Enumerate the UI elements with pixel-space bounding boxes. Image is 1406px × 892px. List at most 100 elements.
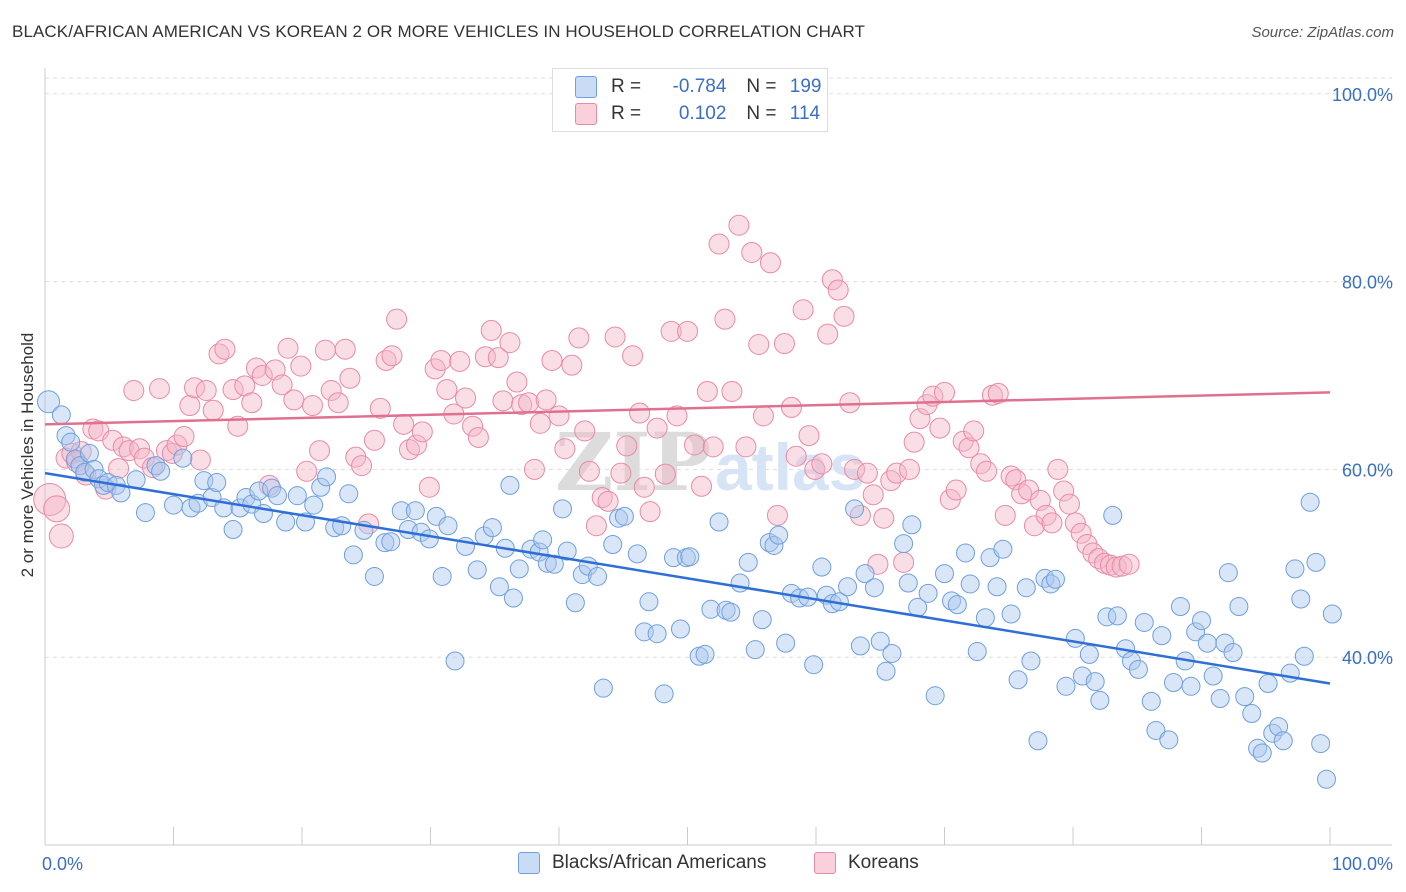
y-tick-label: 40.0% [1342, 648, 1393, 668]
korean-point [780, 396, 802, 418]
black-point [482, 518, 502, 538]
korean-point [909, 408, 931, 430]
watermark-zip: ZIP [555, 415, 711, 509]
korean-point [1111, 555, 1133, 577]
black-point [1016, 578, 1036, 598]
black-point [639, 592, 659, 612]
korean-point [251, 364, 273, 386]
korean-point [696, 380, 718, 402]
korean-point [721, 380, 743, 402]
black-point [838, 577, 858, 597]
korean-point [541, 349, 563, 371]
black-point [509, 559, 529, 579]
korean-point [1064, 512, 1086, 534]
korean-point [714, 308, 736, 330]
korean-point [381, 345, 403, 367]
legend-r-label: R = [611, 76, 642, 97]
black-point [1186, 622, 1206, 642]
korean-point [499, 332, 521, 354]
korean-point [934, 381, 955, 403]
korean-point [189, 449, 211, 471]
black-point [764, 535, 784, 555]
black-point [500, 475, 520, 495]
black-point [1035, 568, 1055, 588]
black-point [925, 686, 945, 706]
korean-point [393, 413, 415, 435]
watermark-atlas: atlas [715, 430, 865, 504]
korean-point [963, 420, 985, 442]
legend-n-label: N = [746, 76, 777, 97]
black-point [438, 516, 458, 536]
black-point [812, 557, 832, 577]
black-point [339, 484, 359, 504]
black-point [1197, 633, 1217, 653]
korean-point [334, 338, 356, 360]
source-label: Source: ZipAtlas.com [1251, 24, 1394, 41]
black-point [557, 541, 577, 561]
black-point [804, 655, 824, 675]
korean-point [1041, 512, 1063, 534]
korean-point [798, 425, 820, 447]
black-point [533, 530, 553, 550]
black-point [1163, 673, 1183, 693]
black-point [1269, 717, 1289, 737]
black-point [695, 644, 715, 664]
black-point [1203, 666, 1223, 686]
korean-point [418, 476, 440, 498]
korean-point [903, 431, 925, 453]
blacks-points [37, 390, 1342, 789]
black-point [111, 483, 131, 503]
korean-point [283, 389, 305, 411]
black-point [967, 642, 987, 662]
black-point [445, 651, 465, 671]
korean-point [411, 421, 433, 443]
korean-point [827, 279, 849, 301]
korean-point [561, 354, 583, 376]
korean-point [155, 440, 177, 462]
korean-point [148, 378, 170, 400]
korean-point [691, 475, 713, 497]
black-point [1021, 651, 1041, 671]
blacks-trend-line [44, 471, 1331, 685]
black-point [207, 473, 227, 493]
korean-point [462, 415, 484, 437]
korean-point [449, 350, 471, 372]
black-point [745, 640, 765, 660]
korean-point [518, 392, 540, 414]
korean-point [1005, 469, 1027, 491]
black-point [544, 554, 564, 574]
korean-point [296, 460, 318, 482]
korean-point [123, 380, 145, 402]
black-point [1103, 505, 1123, 525]
korean-point [833, 305, 855, 327]
black-point [845, 499, 865, 519]
korean-point [654, 463, 676, 485]
black-point [1159, 730, 1179, 750]
black-point [317, 467, 337, 487]
black-point [947, 595, 967, 615]
black-point [1291, 589, 1311, 609]
korean-point [179, 395, 201, 417]
black-point [1152, 626, 1172, 646]
korean-point [585, 515, 607, 537]
legend-label-blacks: Blacks/African Americans [552, 852, 767, 873]
korean-point [677, 320, 698, 342]
black-point [627, 544, 647, 564]
black-point [876, 661, 896, 681]
black-point [942, 591, 962, 611]
black-point [1316, 769, 1336, 789]
black-point [1252, 743, 1272, 763]
korean-point [597, 490, 619, 512]
black-point [1107, 606, 1127, 626]
black-point [870, 631, 890, 651]
legend-n-label: N = [746, 103, 777, 124]
korean-point [862, 484, 884, 506]
korean-point [108, 457, 130, 479]
black-point [565, 593, 585, 613]
korean-point [574, 420, 596, 442]
black-point [37, 390, 61, 414]
axis-labels: 40.0% 60.0% 80.0% 100.0% 0.0% 100.0% 2 or more… [18, 85, 1393, 874]
series-legend: Blacks/African Americans Koreans [0, 850, 1406, 880]
korean-point [752, 405, 774, 427]
black-point [882, 643, 902, 663]
